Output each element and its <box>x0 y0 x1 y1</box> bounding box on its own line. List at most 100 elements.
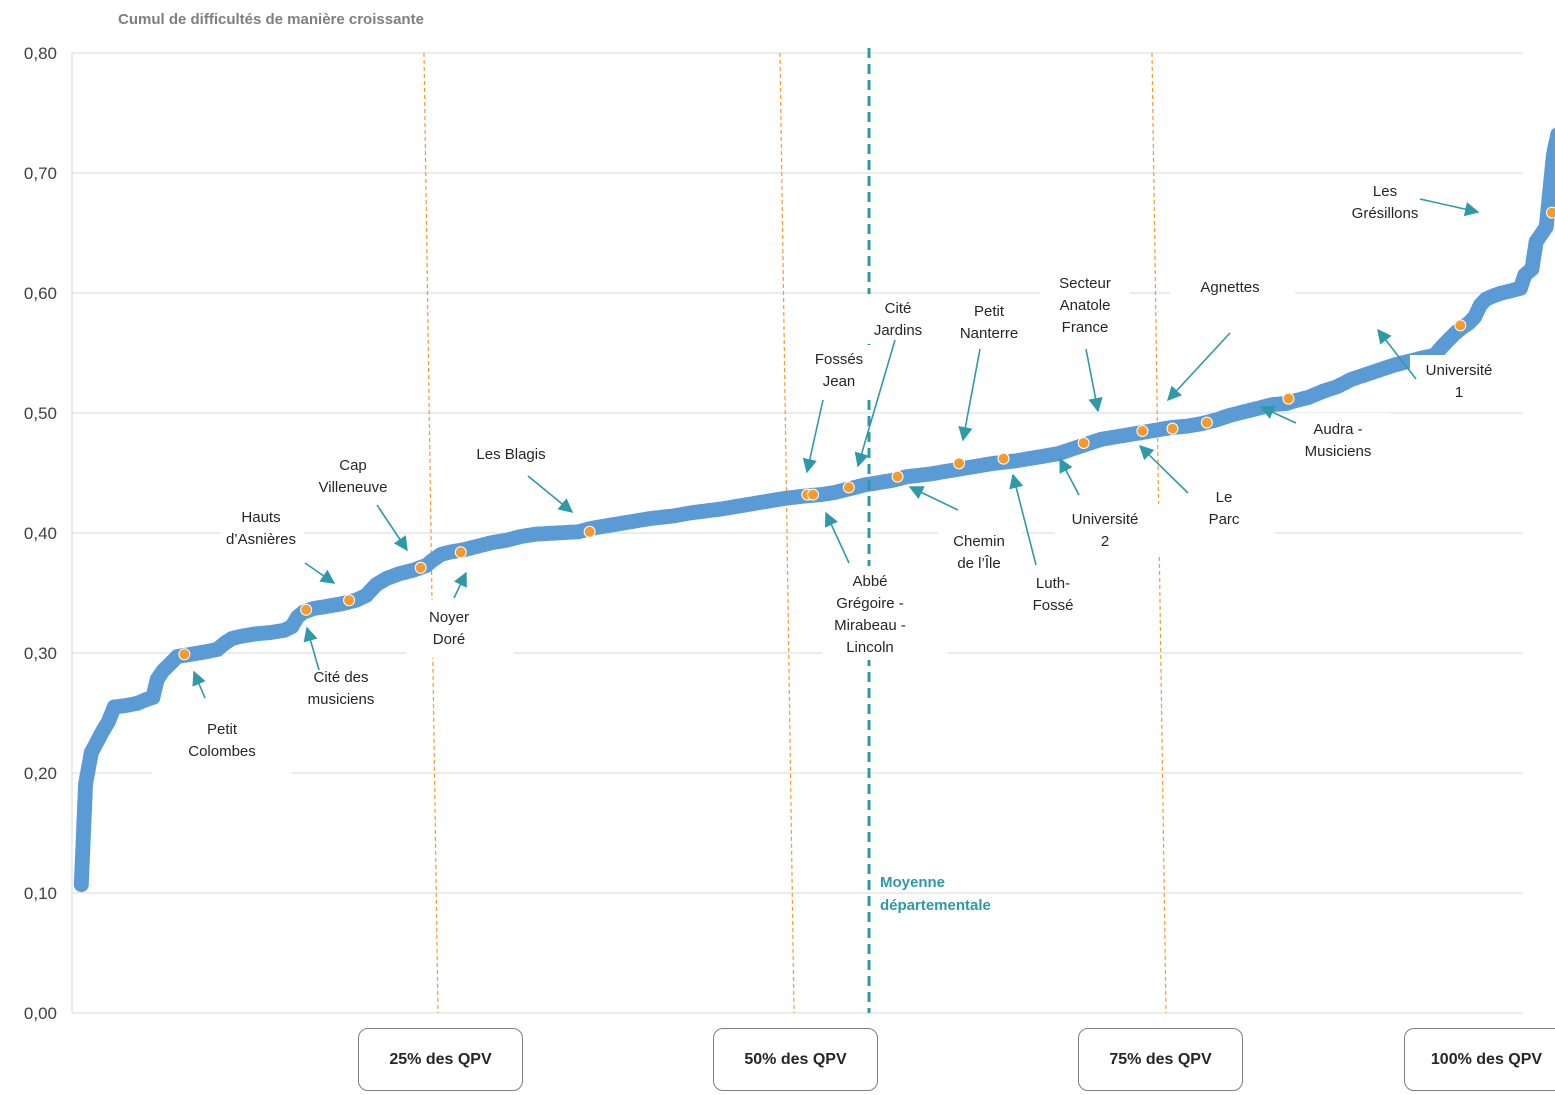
annotation-arrow <box>376 504 408 552</box>
annotation-arrow <box>527 475 574 513</box>
annotation-label: Agnettes <box>1200 279 1259 296</box>
quartile-box-50: 50% des QPV <box>713 1028 878 1091</box>
annotation-arrow <box>1377 328 1417 380</box>
annotations: Les Grésillons Agnettes Secteur Anatole Franc… <box>152 176 1520 774</box>
annotation-label: Jardins <box>874 322 922 339</box>
annotation-label: Les Blagis <box>476 446 545 463</box>
annotation-label: Fossés <box>815 351 863 368</box>
annotation-arrow <box>802 399 824 474</box>
annotation: Fossés Jean <box>802 345 876 474</box>
annotation-arrow <box>1167 332 1231 402</box>
annotation-background <box>822 566 948 660</box>
quartile-line <box>779 52 795 1014</box>
chart-title: Cumul de difficultés de manière croissan… <box>118 11 424 28</box>
quartile-box-25: 25% des QPV <box>358 1028 523 1091</box>
highlighted-point <box>891 470 904 483</box>
annotation: Abbé Grégoire - Mirabeau - Lincoln <box>822 511 948 660</box>
annotation-label: Secteur <box>1059 275 1111 292</box>
highlighted-point <box>1077 437 1090 449</box>
annotation-arrow <box>192 670 206 699</box>
annotation-label: Fossé <box>1033 597 1074 614</box>
annotation-background <box>938 526 1022 576</box>
annotation-arrow <box>304 562 336 584</box>
annotation-background <box>1175 484 1275 536</box>
y-tick-label: 0,20 <box>24 764 57 783</box>
highlighted-point <box>1166 422 1179 435</box>
quartile-line <box>423 52 439 1014</box>
y-tick-label: 0,50 <box>24 404 57 423</box>
annotation-label: Jean <box>823 373 856 390</box>
annotation-arrow <box>824 511 850 564</box>
y-tick-label: 0,80 <box>24 44 57 63</box>
mean-label: Moyenne <box>880 874 945 891</box>
annotation: Cap Villeneuve <box>315 450 408 552</box>
annotation-label: Luth- <box>1036 575 1070 592</box>
annotation-background <box>1040 268 1130 340</box>
highlighted-point <box>953 457 966 470</box>
annotation-label: Noyer <box>429 609 469 626</box>
annotation: Université 1 <box>1377 328 1520 407</box>
annotation: Luth- Fossé <box>1009 473 1089 618</box>
annotation: Cité des musiciens <box>290 626 394 710</box>
annotation-arrow <box>854 339 896 468</box>
quartile-box-100: 100% des QPV <box>1404 1028 1555 1091</box>
annotation-background <box>1290 413 1390 465</box>
highlighted-point <box>842 481 855 494</box>
annotation-background <box>220 502 304 554</box>
highlighted-point <box>1136 425 1149 437</box>
annotation: Audra - Musiciens <box>1259 405 1390 465</box>
annotation-background <box>1170 270 1295 300</box>
annotation-background <box>1340 176 1430 226</box>
annotation-label: France <box>1062 319 1109 336</box>
annotation-label: Le <box>1216 489 1233 506</box>
highlighted-point <box>178 648 191 661</box>
mean-label: départementale <box>880 897 991 914</box>
annotation-label: Hauts <box>241 509 280 526</box>
annotation-label: Doré <box>433 631 466 648</box>
annotation-label: Abbé <box>852 573 887 590</box>
annotation-label: d’Asnières <box>226 531 296 548</box>
highlighted-qpv-series <box>178 206 1555 661</box>
annotation-label: Nanterre <box>960 325 1018 342</box>
annotation-label: Cité des <box>313 669 368 686</box>
annotation-label: Grégoire - <box>836 595 904 612</box>
annotation: Secteur Anatole France <box>1040 268 1130 413</box>
annotation-background <box>862 294 934 344</box>
annotation: Les Grésillons <box>1340 176 1480 226</box>
annotation: Cité Jardins <box>854 294 934 468</box>
highlighted-point <box>1282 392 1295 405</box>
y-axis-ticks: 0,00 0,10 0,20 0,30 0,40 0,50 0,60 0,70 0,80 <box>24 44 57 1023</box>
annotation-background <box>802 345 876 395</box>
annotation-background <box>1410 355 1520 407</box>
annotation: Université 2 <box>1055 457 1175 556</box>
annotation-background <box>945 297 1035 347</box>
annotation-label: Anatole <box>1060 297 1111 314</box>
annotation-arrow <box>303 626 320 671</box>
quartile-box-75: 75% des QPV <box>1078 1028 1243 1091</box>
annotation-arrow <box>908 486 959 511</box>
annotation-label: Audra - <box>1313 421 1362 438</box>
highlighted-point <box>343 594 356 607</box>
annotation-label: musiciens <box>308 691 375 708</box>
y-tick-label: 0,30 <box>24 644 57 663</box>
annotation-arrow <box>1059 457 1080 496</box>
annotation-arrow <box>1259 405 1297 424</box>
annotation-arrow <box>1138 444 1189 494</box>
annotation-background <box>1017 568 1089 618</box>
data-point <box>1550 127 1555 142</box>
highlighted-point <box>997 452 1010 465</box>
annotation-label: Colombes <box>188 743 256 760</box>
highlighted-point <box>583 525 596 538</box>
annotation-label: Mirabeau - <box>834 617 906 634</box>
annotation: Petit Nanterre <box>945 297 1035 442</box>
annotation: Petit Colombes <box>152 670 292 774</box>
annotation-arrow <box>1009 473 1037 566</box>
annotation-label: 1 <box>1455 384 1463 401</box>
annotation-label: Les <box>1373 183 1397 200</box>
y-tick-label: 0,10 <box>24 884 57 903</box>
annotation-background <box>406 600 514 658</box>
mean-line: Moyenne départementale <box>867 48 991 1013</box>
highlighted-point <box>1200 416 1213 429</box>
annotation-label: de l’Île <box>957 555 1000 572</box>
